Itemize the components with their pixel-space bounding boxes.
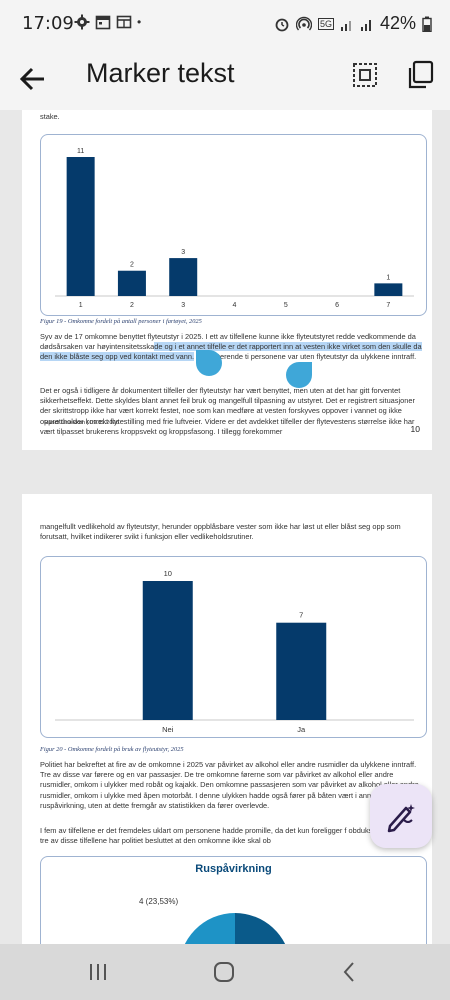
paragraph-text: De resterende ti personene var uten flyt… [194, 352, 417, 362]
chart-title: Ruspåvirkning [195, 863, 272, 875]
paragraph[interactable]: Politiet har bekreftet at fire av de omk… [40, 760, 419, 810]
tick-label-7: 7 [386, 302, 390, 309]
network-5g-badge: 5G [317, 17, 334, 30]
selection-end-handle[interactable] [286, 362, 312, 388]
paragraph[interactable]: mangelfullt vedlikehold av flyteutstyr, … [40, 522, 401, 542]
tick-label-ja: Ja [297, 725, 306, 734]
tick-label-nei: Nei [162, 725, 174, 734]
bar-chart-persons-in-vessel: 11 1 2 2 3 3 4 5 6 1 7 [40, 134, 427, 316]
figure-caption: Figur 20 - Omkomne fordelt på bruk av fl… [40, 746, 184, 753]
data-label-nei: 10 [164, 569, 172, 578]
system-nav-bar [0, 944, 450, 1000]
data-label-ja: 7 [299, 611, 303, 620]
paragraph[interactable]: Det er også i tidligere år dokumentert t… [40, 386, 415, 436]
tick-label-6: 6 [335, 302, 339, 309]
battery-percentage: 42% [379, 13, 416, 33]
figure-caption: Figur 19 - Omkomne fordelt på antall per… [40, 318, 202, 325]
signal-icon [340, 20, 351, 31]
back-nav-icon[interactable] [338, 960, 362, 984]
tick-label-3: 3 [181, 302, 185, 309]
bar-7 [374, 283, 403, 296]
select-all-icon[interactable] [352, 62, 378, 88]
signal-icon-2 [360, 19, 371, 31]
page-top-text: stake. [40, 112, 60, 121]
tick-label-1: 1 [79, 302, 83, 309]
selection-start-handle[interactable] [196, 350, 222, 376]
pie-label: 4 (23,53%) [139, 897, 179, 906]
data-label-1: 11 [77, 148, 84, 155]
tick-label-4: 4 [233, 302, 237, 309]
paragraph[interactable]: I fem av tilfellene er det fremdeles ukl… [40, 826, 422, 846]
chart-svg: 10 Nei 7 Ja [55, 569, 414, 734]
document-page-10: stake. 11 1 2 2 3 3 4 5 6 1 7 Figur 19 - Omkomne f… [22, 110, 432, 450]
bar-2 [117, 270, 146, 296]
status-time: 17:09 [22, 13, 74, 34]
page-footer: Randi Liniekken | 09.01.2026 [44, 420, 119, 426]
bar-nei [142, 581, 193, 720]
document-page-11: mangelfullt vedlikehold av flyteutstyr, … [22, 494, 432, 967]
data-label-3: 3 [181, 249, 185, 256]
status-bar: 17:09 • 5G [0, 0, 450, 48]
notification-dot: • [137, 15, 142, 29]
app-bar: Marker tekst [0, 48, 450, 110]
alarm-icon [275, 18, 289, 31]
hotspot-icon [295, 16, 312, 30]
paragraph[interactable]: Syv av de 17 omkomne benyttet flyteutsty… [40, 332, 425, 363]
calendar-icon [95, 15, 111, 30]
bar-1 [66, 157, 95, 296]
gear-icon [74, 14, 90, 30]
arrow-left-icon[interactable] [18, 64, 48, 94]
data-label-7: 1 [386, 274, 390, 281]
tick-label-5: 5 [284, 302, 288, 309]
page-title: Marker tekst [86, 58, 235, 88]
recent-apps-icon[interactable] [86, 960, 110, 984]
edit-sparkle-icon [387, 804, 415, 833]
page-number: 10 [410, 424, 420, 434]
edit-fab-button[interactable] [370, 784, 432, 848]
bar-ja [276, 622, 327, 720]
paragraph-text: Syv av de 17 omkomne benyttet flyteutsty… [40, 332, 416, 352]
window-icon [116, 15, 132, 29]
bar-chart-flotation-use: 10 Nei 7 Ja [40, 556, 427, 738]
battery-icon [422, 16, 432, 32]
copy-icon[interactable] [406, 60, 434, 90]
data-label-2: 2 [130, 262, 134, 269]
tick-label-2: 2 [130, 302, 134, 309]
bar-3 [169, 258, 198, 296]
home-icon[interactable] [212, 960, 236, 984]
